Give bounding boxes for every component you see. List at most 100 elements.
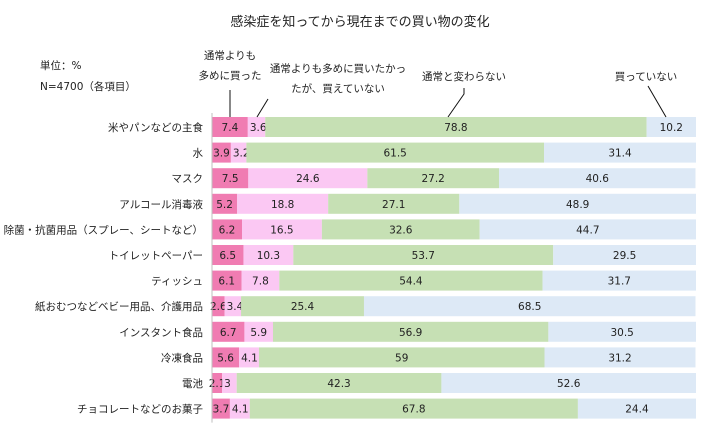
value-label: 2.1 — [209, 378, 226, 390]
bar-segment — [212, 142, 231, 163]
value-label: 16.5 — [270, 224, 293, 236]
unit-label: 単位：% — [40, 59, 81, 72]
bar-segment — [230, 142, 247, 163]
category-label: 冷凍食品 — [161, 351, 203, 364]
legend-label: 多めに買った — [199, 69, 262, 82]
value-label: 31.7 — [608, 276, 631, 288]
value-label: 4.1 — [241, 352, 258, 364]
bar-segment — [212, 347, 240, 368]
bar-segment — [279, 270, 543, 291]
bar-segment — [241, 296, 364, 317]
category-label: チョコレートなどのお菓子 — [77, 404, 203, 416]
legend-label: 通常と変わらない — [422, 70, 506, 83]
value-label: 10.2 — [660, 122, 683, 134]
bar-segment — [212, 219, 243, 240]
bar-segment — [243, 245, 294, 265]
value-label: 3.6 — [250, 122, 267, 134]
legend-leader-line — [447, 88, 465, 118]
value-label: 24.6 — [296, 173, 320, 185]
bar-segment — [548, 321, 696, 342]
bar-segment — [212, 373, 223, 393]
bar-segment — [646, 117, 696, 137]
bar-segment — [258, 347, 545, 368]
legend-label: 通常よりも多めに買いたかっ — [270, 62, 406, 75]
bar-segment — [239, 347, 259, 368]
bar-segment — [577, 398, 696, 419]
category-label: 除菌・抗菌用品（スプレー、シートなど） — [4, 223, 203, 236]
bar-segment — [212, 321, 245, 342]
bar-segment — [212, 270, 242, 291]
value-label: 78.8 — [444, 122, 467, 134]
bar-segment — [248, 168, 368, 189]
value-label: 6.1 — [218, 276, 235, 288]
bar-segment — [367, 168, 500, 189]
bar-segment — [363, 296, 696, 317]
value-label: 40.6 — [586, 173, 610, 185]
legend-label: 通常よりも — [204, 49, 256, 62]
legend-leader-line — [256, 98, 269, 118]
bar-segment — [241, 270, 280, 291]
value-label: 6.7 — [220, 327, 237, 339]
value-label: 54.4 — [399, 276, 423, 288]
bar-segment — [246, 142, 545, 163]
bar-segment — [544, 347, 696, 368]
value-label: 29.5 — [613, 250, 636, 262]
bar-segment — [212, 398, 230, 419]
value-label: 5.6 — [217, 352, 234, 364]
value-label: 10.3 — [257, 250, 280, 262]
bar-segment — [247, 117, 266, 137]
value-label: 5.2 — [216, 199, 233, 211]
sample-size-label: N=4700（各項目） — [40, 80, 136, 93]
value-label: 7.5 — [222, 173, 239, 185]
legend-label: 買っていない — [615, 71, 677, 83]
bar-segment — [249, 398, 578, 419]
bar-segment — [479, 219, 696, 240]
value-label: 67.8 — [402, 404, 425, 416]
category-label: アルコール消毒液 — [119, 198, 203, 211]
bar-segment — [244, 321, 273, 342]
value-label: 3.9 — [213, 148, 230, 160]
value-label: 5.9 — [250, 327, 267, 339]
value-label: 56.9 — [399, 327, 422, 339]
value-label: 52.6 — [557, 378, 581, 390]
bar-segment — [222, 373, 237, 393]
bar-segment — [237, 193, 329, 214]
bar-segment — [328, 193, 460, 214]
bar-segment — [236, 373, 442, 393]
bar-segment — [229, 398, 250, 419]
value-label: 61.5 — [383, 148, 406, 160]
bar-segment — [212, 245, 244, 265]
value-label: 3 — [224, 378, 231, 390]
chart-title: 感染症を知ってから現在までの買い物の変化 — [230, 14, 489, 30]
value-label: 31.4 — [608, 148, 632, 160]
category-label: トイレットペーパー — [109, 250, 203, 262]
value-label: 32.6 — [389, 224, 413, 236]
value-label: 6.5 — [219, 250, 236, 262]
bar-segment — [293, 245, 554, 265]
value-label: 24.4 — [625, 404, 649, 416]
value-label: 3.7 — [213, 404, 230, 416]
bar-segment — [242, 219, 322, 240]
bar-segment — [212, 168, 249, 189]
value-label: 53.7 — [412, 250, 435, 262]
category-label: 水 — [193, 148, 204, 160]
bar-segment — [553, 245, 696, 265]
category-label: 電池 — [182, 377, 203, 390]
bar-segment — [224, 296, 242, 317]
value-label: 48.9 — [566, 199, 589, 211]
value-label: 27.2 — [421, 173, 444, 185]
value-label: 6.2 — [219, 224, 236, 236]
category-label: インスタント食品 — [119, 326, 203, 339]
value-label: 68.5 — [518, 301, 541, 313]
category-label: 紙おむつなどベビー用品、介護用品 — [35, 300, 203, 313]
value-label: 31.2 — [608, 352, 631, 364]
value-label: 59 — [395, 352, 408, 364]
bar-segment — [212, 117, 248, 137]
value-label: 4.1 — [232, 404, 249, 416]
value-label: 27.1 — [382, 199, 405, 211]
category-label: マスク — [172, 173, 204, 185]
bar-segment — [321, 219, 480, 240]
bar-segment — [441, 373, 696, 393]
legend-leader-line — [647, 85, 667, 118]
